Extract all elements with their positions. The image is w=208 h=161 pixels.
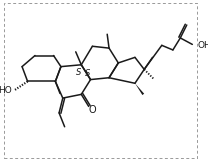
Text: OH: OH [198, 41, 208, 50]
Text: S: S [85, 69, 90, 78]
Text: S: S [76, 68, 81, 77]
Polygon shape [135, 83, 144, 95]
Text: HO: HO [0, 86, 12, 95]
Text: O: O [88, 105, 96, 115]
